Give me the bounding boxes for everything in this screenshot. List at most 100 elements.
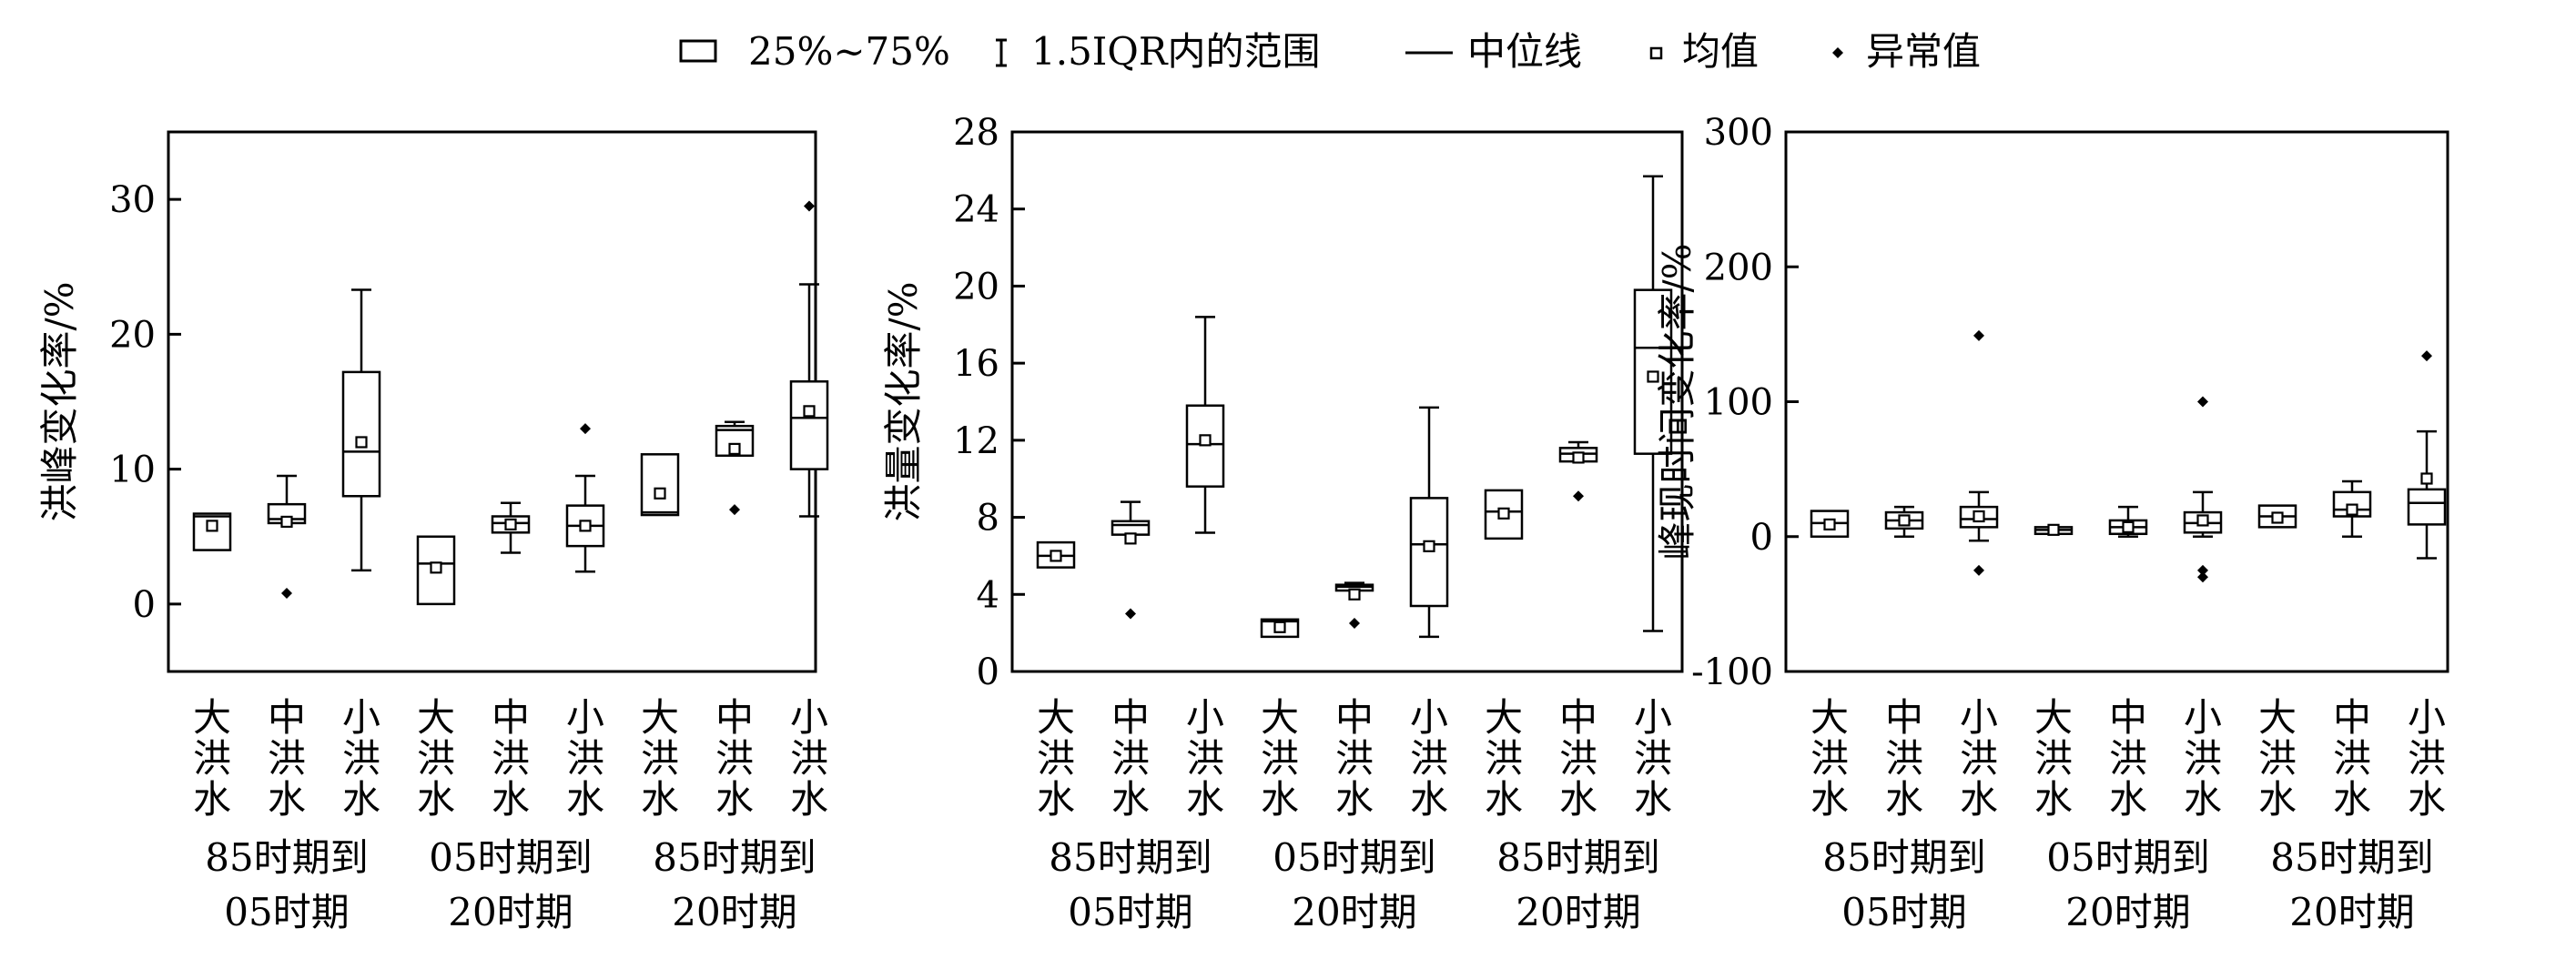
category-label: 中 — [1559, 695, 1597, 740]
mean-marker — [355, 436, 368, 449]
outlier-point — [804, 200, 815, 212]
category-label: 水 — [2333, 777, 2371, 822]
mean-marker — [1348, 588, 1361, 601]
category-label: 中 — [1335, 695, 1374, 740]
group-label-line2: 20时期 — [672, 890, 796, 934]
outlier-point — [2197, 571, 2208, 583]
group-label-line1: 85时期到 — [2270, 835, 2433, 880]
category-label: 洪 — [790, 736, 828, 781]
box-1-2 — [1884, 505, 1924, 538]
category-label: 水 — [492, 777, 530, 822]
chart-panels: 0102030洪峰变化率/%大洪水中洪水小洪水大洪水中洪水小洪水大洪水中洪水小洪… — [37, 112, 2449, 934]
plot-frame — [167, 130, 817, 673]
category-label: 洪 — [2408, 736, 2446, 781]
legend-mean-swatch — [1649, 46, 1663, 60]
category-label: 大 — [2034, 695, 2073, 740]
group-label-line2: 20时期 — [2065, 890, 2190, 934]
box-2-3 — [565, 423, 605, 573]
category-label: 水 — [1261, 777, 1299, 822]
outlier-point — [580, 423, 591, 435]
y-axis-label: 峰现时间变化率/% — [1655, 243, 1699, 560]
box-1-1 — [192, 512, 232, 551]
outlier-point — [2197, 564, 2208, 576]
y-tick-label: 0 — [133, 584, 156, 626]
box-2-3 — [2183, 396, 2223, 583]
mean-marker — [2122, 520, 2135, 533]
mean-marker — [2420, 472, 2433, 485]
y-axis-label: 洪量变化率/% — [881, 281, 926, 521]
outlier-point — [1125, 608, 1136, 620]
category-label: 洪 — [193, 736, 231, 781]
iqr-box — [2407, 488, 2447, 526]
category-label: 大 — [1485, 695, 1523, 740]
category-label: 小 — [566, 695, 604, 740]
box-1-1 — [1036, 540, 1076, 569]
mean-marker — [579, 520, 592, 532]
category-label: 洪 — [342, 736, 380, 781]
mean-marker — [504, 518, 517, 531]
group-label-line2: 20时期 — [1516, 890, 1640, 934]
mean-marker — [1973, 510, 1985, 523]
category-label: 大 — [1810, 695, 1849, 740]
mean-marker — [206, 520, 218, 532]
category-label: 洪 — [641, 736, 679, 781]
y-tick-label: 4 — [977, 574, 999, 616]
group-label-line1: 85时期到 — [1496, 835, 1659, 880]
category-label: 水 — [1634, 777, 1672, 822]
box-1-2 — [267, 474, 307, 600]
box-2-1 — [1260, 618, 1300, 639]
category-label: 水 — [566, 777, 604, 822]
box-3-3 — [789, 200, 829, 518]
category-label: 洪 — [1186, 736, 1224, 781]
y-tick-label: 28 — [953, 112, 999, 154]
category-label: 水 — [641, 777, 679, 822]
category-label: 洪 — [417, 736, 455, 781]
category-label: 小 — [2408, 695, 2446, 740]
category-label: 洪 — [2109, 736, 2147, 781]
category-label: 水 — [1559, 777, 1597, 822]
outlier-point — [729, 504, 740, 516]
category-label: 中 — [2109, 695, 2147, 740]
iqr-box — [1484, 489, 1524, 540]
box-3-1 — [2257, 504, 2297, 529]
mean-marker — [728, 442, 741, 455]
chart-panel-3: -1000100200300峰现时间变化率/%大洪水中洪水小洪水大洪水中洪水小洪… — [1655, 112, 2449, 934]
mean-marker — [1423, 540, 1435, 552]
mean-marker — [2196, 514, 2209, 527]
group-label-line2: 20时期 — [2289, 890, 2414, 934]
category-label: 小 — [1186, 695, 1224, 740]
category-label: 中 — [268, 695, 306, 740]
category-label: 大 — [2258, 695, 2297, 740]
box-3-1 — [1484, 489, 1524, 540]
category-label: 大 — [417, 695, 455, 740]
y-tick-label: 20 — [953, 266, 999, 308]
legend: 25%~75% 1.5IQR内的范围 中位线 均值 异常值 — [679, 29, 1981, 74]
category-label: 水 — [268, 777, 306, 822]
y-tick-label: 16 — [953, 343, 999, 385]
category-label: 洪 — [1885, 736, 1923, 781]
y-axis-label: 洪峰变化率/% — [37, 281, 82, 521]
category-label: 洪 — [1111, 736, 1150, 781]
legend-outlier-label: 异常值 — [1866, 29, 1981, 74]
outlier-point — [1973, 564, 1984, 576]
mean-marker — [2047, 523, 2060, 536]
category-label: 洪 — [2258, 736, 2297, 781]
box-2-2 — [1334, 581, 1374, 630]
box-2-2 — [491, 501, 531, 554]
group-label-line1: 05时期到 — [2046, 835, 2209, 880]
iqr-box — [1633, 288, 1673, 455]
legend-median-label: 中位线 — [1467, 29, 1582, 74]
mean-marker — [430, 561, 442, 574]
mean-marker — [1647, 370, 1659, 383]
chart-panel-1: 0102030洪峰变化率/%大洪水中洪水小洪水大洪水中洪水小洪水大洪水中洪水小洪… — [37, 130, 829, 934]
mean-marker — [654, 487, 666, 500]
category-label: 小 — [342, 695, 380, 740]
category-label: 水 — [2408, 777, 2446, 822]
category-label: 水 — [1410, 777, 1448, 822]
mean-marker — [280, 515, 293, 529]
group-label-line2: 20时期 — [448, 890, 573, 934]
y-tick-label: 10 — [109, 449, 156, 491]
category-label: 洪 — [2184, 736, 2222, 781]
category-label: 洪 — [1485, 736, 1523, 781]
